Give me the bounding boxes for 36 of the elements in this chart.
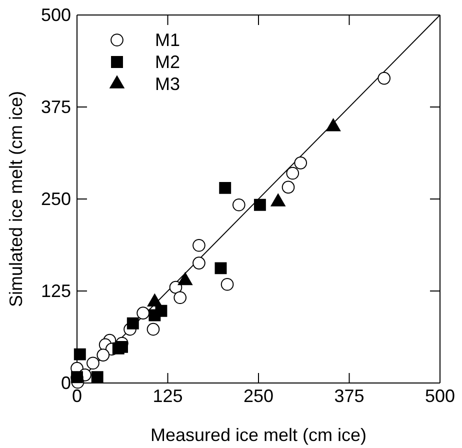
legend-label: M2: [155, 52, 180, 72]
legend-label: M1: [155, 30, 180, 50]
y-tick-label: 0: [60, 372, 71, 393]
point: [220, 278, 234, 291]
point: [282, 180, 295, 194]
x-tick-label: 500: [424, 386, 456, 406]
point: [126, 317, 139, 330]
x-axis-title: Measured ice melt (cm ice): [150, 425, 367, 445]
y-tick-label: 125: [40, 280, 71, 301]
point: [136, 306, 150, 320]
point: [174, 291, 187, 304]
point: [169, 280, 182, 294]
point: [86, 356, 100, 370]
point: [294, 156, 308, 170]
x-tick-label: 125: [152, 386, 183, 406]
point: [214, 262, 227, 274]
point: [219, 182, 232, 194]
point: [148, 309, 161, 322]
y-tick-label: 500: [40, 4, 71, 25]
y-axis-title: Simulated ice melt (cm ice): [6, 90, 26, 308]
point: [192, 256, 206, 270]
y-tick-label: 250: [40, 188, 71, 209]
x-tick-label: 250: [243, 386, 274, 406]
legend-label: M3: [155, 74, 180, 94]
point: [378, 72, 391, 85]
point: [74, 348, 86, 360]
point: [146, 322, 160, 336]
point: [286, 166, 300, 180]
point: [112, 342, 124, 354]
point: [91, 371, 104, 384]
point: [254, 198, 266, 211]
y-tick-label: 375: [40, 96, 71, 117]
point: [96, 348, 110, 362]
x-tick-label: 375: [334, 386, 364, 406]
point: [192, 238, 206, 252]
point: [232, 198, 246, 212]
